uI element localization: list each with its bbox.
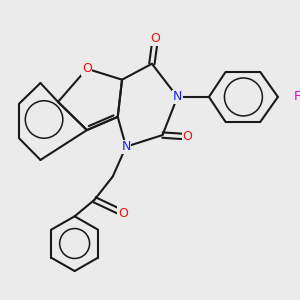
- Text: N: N: [173, 90, 182, 104]
- Text: N: N: [121, 140, 131, 153]
- Text: O: O: [182, 130, 192, 143]
- Text: O: O: [150, 32, 160, 45]
- Text: F: F: [293, 90, 300, 104]
- Text: O: O: [82, 62, 92, 75]
- Text: O: O: [118, 206, 128, 220]
